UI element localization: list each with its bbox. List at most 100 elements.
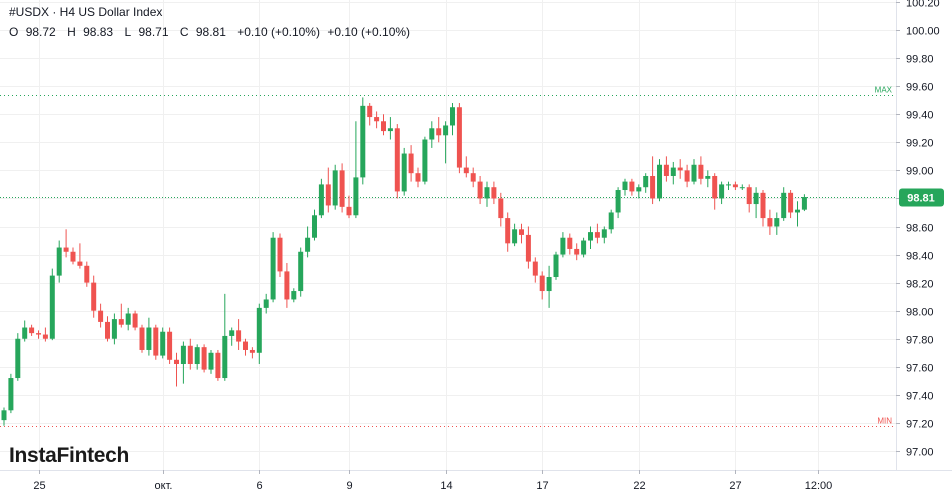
candles xyxy=(1,97,807,426)
candle-body xyxy=(91,282,97,311)
candle xyxy=(146,317,152,356)
candle-body xyxy=(643,175,649,188)
candle-body xyxy=(684,170,690,182)
candle xyxy=(608,209,614,234)
time-axis[interactable]: 25 окт. 6 9 14 17 22 27 12:00 xyxy=(0,470,952,492)
candle-body xyxy=(601,229,607,238)
candle-body xyxy=(8,378,14,411)
candle-body xyxy=(774,218,780,227)
candle xyxy=(429,121,435,148)
open-value: O 98.72 xyxy=(9,25,56,39)
candle xyxy=(450,103,455,136)
candle xyxy=(360,97,366,185)
candle xyxy=(270,232,276,303)
candle xyxy=(401,147,407,196)
candle xyxy=(650,156,656,205)
candle xyxy=(167,327,173,365)
candle xyxy=(574,243,580,261)
candle-body xyxy=(470,173,476,182)
candle xyxy=(739,184,745,191)
candle-body xyxy=(615,190,621,213)
candle xyxy=(505,212,511,252)
candle-body xyxy=(705,175,711,179)
candle-body xyxy=(408,153,414,174)
price-tick-label: 98.40 xyxy=(906,251,934,263)
candle-body xyxy=(394,128,400,192)
candle xyxy=(767,209,773,235)
candle-body xyxy=(677,167,683,171)
candle xyxy=(8,373,14,414)
candle-body xyxy=(381,121,386,132)
candle-body xyxy=(236,330,242,342)
candle xyxy=(546,265,552,308)
candle-body xyxy=(505,218,511,244)
candle-body xyxy=(594,232,600,238)
candle xyxy=(56,240,62,283)
candle xyxy=(318,178,324,219)
candle xyxy=(498,192,504,227)
candle xyxy=(753,187,759,219)
price-tick-label: 97.00 xyxy=(906,447,934,459)
candle xyxy=(339,163,345,213)
candle-body xyxy=(553,254,559,278)
candle xyxy=(222,293,228,381)
max-label: MAX xyxy=(875,86,893,95)
candle-body xyxy=(77,261,83,266)
candle xyxy=(381,114,386,136)
candle-body xyxy=(160,331,166,356)
candle-body xyxy=(608,212,614,230)
candle-body xyxy=(49,275,55,339)
ohlc-readout: O 98.72 H 98.83 L 98.71 C 98.81 +0.10 (+… xyxy=(9,25,414,39)
candle xyxy=(491,181,497,205)
candle-body xyxy=(111,319,117,339)
candle xyxy=(22,320,28,342)
candle xyxy=(622,178,628,196)
candle-body xyxy=(139,327,145,350)
price-tick-label: 98.60 xyxy=(906,223,934,235)
candle xyxy=(42,327,48,342)
candle xyxy=(367,103,373,126)
candle xyxy=(346,195,352,219)
price-tick-label: 99.60 xyxy=(906,82,934,94)
candle-body xyxy=(753,192,759,205)
candle-body xyxy=(270,237,276,300)
candle xyxy=(139,324,145,353)
candle xyxy=(795,201,800,227)
candle-body xyxy=(622,181,628,191)
candle xyxy=(560,232,566,258)
candle-body xyxy=(732,184,738,188)
candle xyxy=(312,209,317,241)
candle-body xyxy=(277,237,283,272)
candle-body xyxy=(567,237,573,249)
candle-body xyxy=(305,237,311,252)
price-axis[interactable]: 97.00 97.20 97.40 97.60 97.80 98.00 98.20 98.40… xyxy=(896,0,952,494)
candle xyxy=(484,181,490,207)
candle-body xyxy=(581,240,587,255)
chart-title: #USDX · H4 US Dollar Index xyxy=(9,5,163,19)
candle-body xyxy=(298,251,304,292)
candle-body xyxy=(726,184,731,186)
candle xyxy=(456,103,462,174)
candle xyxy=(594,223,600,244)
candle-body xyxy=(801,197,807,210)
candle xyxy=(677,159,683,179)
candle-body xyxy=(229,330,235,336)
candle xyxy=(788,190,794,219)
candle xyxy=(581,237,587,258)
candle-body xyxy=(125,313,131,325)
price-tick-label: 100.20 xyxy=(906,0,940,10)
candle-body xyxy=(491,187,497,199)
time-tick-label: 9 xyxy=(346,480,352,492)
candle xyxy=(539,271,545,300)
candle-body xyxy=(222,335,228,379)
candle xyxy=(353,121,359,219)
candle-body xyxy=(760,192,766,219)
candle-body xyxy=(429,128,435,140)
candle-body xyxy=(436,128,442,136)
candle-body xyxy=(284,271,290,300)
candle-body xyxy=(539,275,545,292)
candle-body xyxy=(146,327,152,350)
candle xyxy=(194,344,200,370)
candle xyxy=(15,333,21,381)
candle xyxy=(305,226,311,258)
